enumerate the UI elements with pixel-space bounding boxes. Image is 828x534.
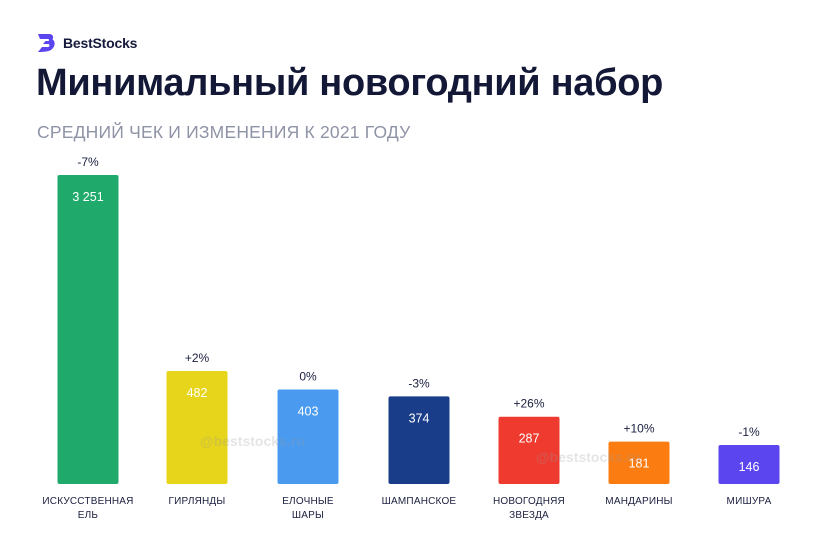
change-label: -7% [77, 155, 99, 169]
category-label: МИШУРА [727, 496, 772, 507]
bar-value-label: 3 251 [72, 190, 103, 204]
bar-value-label: 181 [629, 457, 650, 471]
category-label: НОВОГОДНЯЯ [493, 496, 565, 507]
bar [166, 371, 228, 484]
bar-value-label: 374 [409, 411, 430, 425]
category-label: ЗВЕЗДА [509, 510, 549, 521]
category-label: ИСКУССТВЕННАЯ [42, 496, 133, 507]
change-label: 0% [299, 370, 317, 384]
category-label: МАНДАРИНЫ [605, 496, 672, 507]
brand: BestStocks [37, 33, 137, 53]
change-label: -3% [408, 376, 430, 390]
change-label: +2% [185, 351, 210, 365]
brand-name: BestStocks [63, 35, 138, 51]
bar-value-label: 146 [739, 460, 760, 474]
change-label: +10% [623, 422, 654, 436]
category-label: ГИРЛЯНДЫ [169, 496, 226, 507]
category-label: ЕЛОЧНЫЕ [282, 496, 334, 507]
bar-value-label: 403 [298, 405, 319, 419]
bar [57, 175, 119, 484]
bar [388, 396, 450, 484]
bar-value-label: 482 [187, 386, 208, 400]
beststocks-logo-icon [38, 34, 55, 52]
category-label: ШАРЫ [292, 510, 324, 521]
change-label: +26% [513, 397, 544, 411]
page-title: Минимальный новогодний набор [36, 62, 664, 104]
bar [277, 389, 339, 484]
bar [718, 445, 780, 484]
page-subtitle: СРЕДНИЙ ЧЕК И ИЗМЕНЕНИЯ К 2021 ГОДУ [37, 122, 411, 142]
bar [608, 441, 670, 484]
bar-value-label: 287 [519, 432, 540, 446]
bar [498, 416, 560, 484]
change-label: -1% [738, 425, 760, 439]
category-label: ШАМПАНСКОЕ [382, 496, 457, 507]
category-label: ЕЛЬ [78, 510, 99, 521]
